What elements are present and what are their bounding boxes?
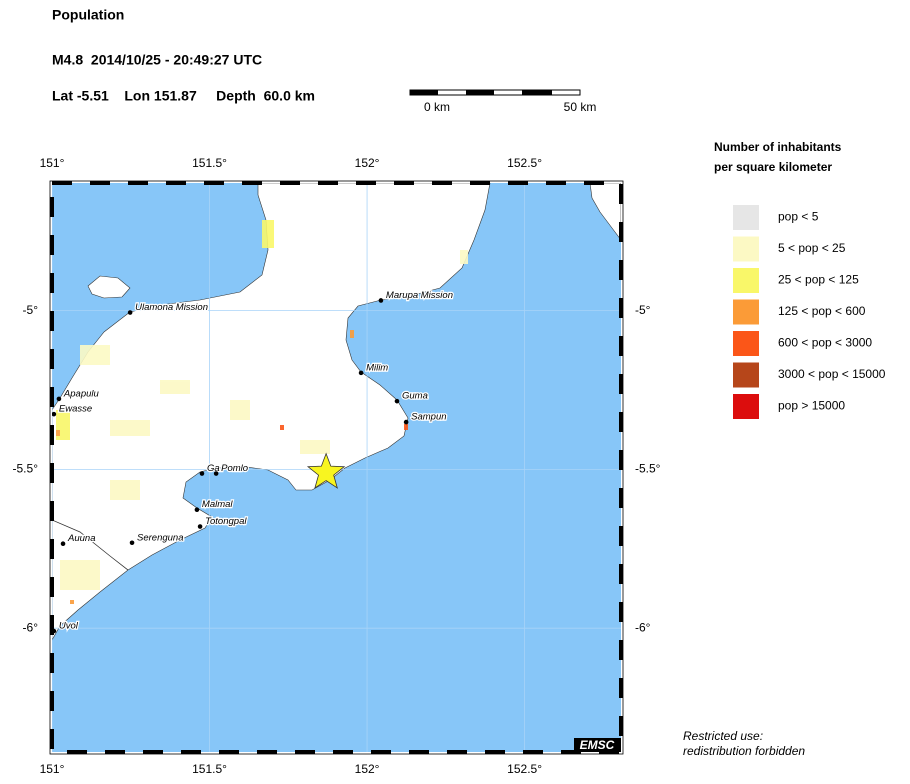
legend-swatch: [733, 268, 759, 293]
legend-swatch: [733, 394, 759, 419]
city-label: Milim: [366, 362, 388, 373]
legend-swatch: [733, 205, 759, 230]
city-label: Guma: [402, 391, 428, 402]
frame-outline: [49, 180, 624, 755]
y-tick-label: -5°: [635, 303, 651, 317]
city-marker: [56, 396, 62, 402]
y-tick-label: -6°: [635, 620, 651, 634]
legend-label: 125 < pop < 600: [778, 304, 866, 318]
city-label: Uvol: [59, 621, 79, 632]
legend-label: pop < 5: [778, 210, 819, 224]
x-tick-label: 151.5°: [192, 156, 227, 170]
city-marker: [394, 398, 400, 404]
y-tick-label: -5°: [23, 303, 39, 317]
legend-label: 25 < pop < 125: [778, 273, 859, 287]
city-label: Marupa Mission: [386, 290, 453, 301]
city-marker: [52, 411, 57, 417]
land: [589, 183, 621, 241]
border: [52, 519, 129, 571]
x-tick-label: 152.5°: [507, 762, 542, 776]
x-tick-label: 152.5°: [507, 156, 542, 170]
city-marker: [358, 370, 364, 376]
epicenter-star: [306, 452, 346, 489]
city-marker: [197, 524, 203, 529]
city-label: Serenguna: [137, 532, 183, 543]
city-label: Totongpal: [205, 516, 247, 527]
legend-label: 5 < pop < 25: [778, 241, 846, 255]
city-label: Apapulu: [63, 388, 100, 399]
legend: pop < 5 5 < pop < 25 25 < pop < 125 125 < p…: [733, 205, 886, 419]
scale-bar: [409, 89, 581, 96]
location-info: Lat -5.51 Lon 151.87 Depth 60.0 km: [52, 88, 315, 104]
map-area: Ulamona Mission Marupa Mission Milim Guma Sa…: [52, 183, 621, 752]
legend-swatch: [733, 299, 759, 325]
graticule: [52, 183, 621, 752]
city-marker: [129, 540, 135, 546]
legend-swatch: [733, 236, 759, 262]
y-tick-label: -5.5°: [635, 462, 661, 476]
city-label: Ulamona Mission: [135, 302, 208, 313]
city-marker: [199, 471, 205, 476]
event-info: M4.8 2014/10/25 - 20:49:27 UTC: [52, 52, 262, 68]
legend-label: pop > 15000: [778, 399, 845, 413]
legend-label: 3000 < pop < 15000: [778, 367, 886, 381]
y-tick-label: -5.5°: [13, 462, 39, 476]
credit-box: [574, 738, 621, 752]
x-tick-label: 152°: [355, 762, 380, 776]
legend-title: per square kilometer: [714, 160, 832, 174]
legend-title: Number of inhabitants: [714, 140, 842, 154]
legend-label: 600 < pop < 3000: [778, 336, 872, 350]
y-tick-label: -6°: [23, 620, 39, 634]
city-label: Pomlo: [221, 463, 248, 474]
frame-border: [50, 181, 623, 754]
city-marker: [378, 298, 384, 303]
city-label: Auuna: [67, 533, 95, 544]
epicenter-layer: [306, 452, 346, 489]
city-label: Malmal: [202, 499, 234, 510]
x-tick-label: 151°: [40, 156, 65, 170]
legend-swatch: [733, 331, 759, 356]
city-marker: [213, 471, 219, 476]
scale-start: 0 km: [424, 100, 450, 114]
city-label: Sampun: [411, 412, 446, 423]
footer-note: redistribution forbidden: [683, 744, 805, 758]
footer-note: Restricted use:: [683, 729, 763, 743]
axis-ticks: 151° 151° 151.5° 151.5° 152° 152° 152.5° 152.5°…: [13, 156, 661, 776]
x-tick-label: 151°: [40, 762, 65, 776]
city-marker: [127, 310, 133, 315]
land: [87, 275, 131, 299]
cities: Ulamona Mission Marupa Mission Milim Guma Sa…: [52, 289, 454, 634]
x-tick-label: 151.5°: [192, 762, 227, 776]
city-marker: [194, 507, 200, 513]
scale-end: 50 km: [564, 100, 597, 114]
title: Population: [52, 7, 124, 23]
city-marker: [60, 541, 66, 547]
x-tick-label: 152°: [355, 156, 380, 170]
land: [52, 183, 491, 641]
city-marker: [403, 419, 409, 425]
city-label: Ewasse: [59, 404, 92, 415]
credit: EMSC: [580, 738, 615, 752]
legend-swatch: [733, 362, 759, 388]
population-patches: [56, 220, 468, 604]
